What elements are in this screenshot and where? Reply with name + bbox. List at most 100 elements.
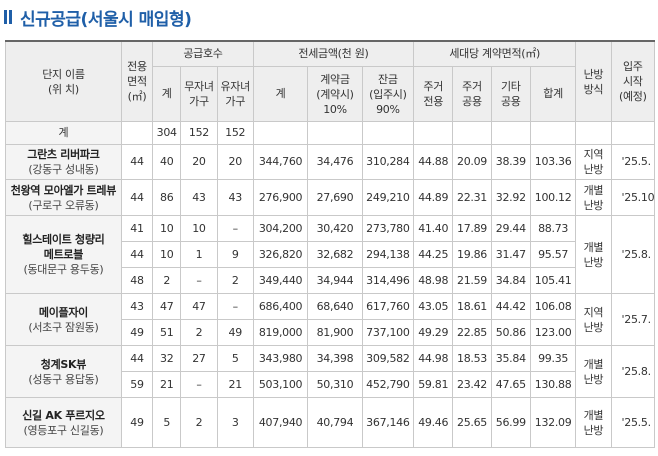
- units-cell: 10: [152, 241, 182, 268]
- heating-cell: 개별 난방: [575, 215, 612, 294]
- sum-cell: 95.57: [529, 241, 577, 268]
- contract-cell: 32,682: [307, 241, 363, 268]
- sum-cell: 106.08: [529, 293, 577, 320]
- dedicated-cell: 43.05: [413, 293, 454, 320]
- common-cell: 19.86: [452, 241, 492, 268]
- with-child-cell: 2: [216, 267, 254, 294]
- dedicated-cell: 49.29: [413, 319, 454, 346]
- deposit-cell: 503,100: [252, 371, 309, 398]
- area-cell: 49: [120, 397, 154, 448]
- total-with-child: 152: [216, 121, 254, 145]
- complex-name-cell: 그란츠 리버파크 (강동구 성내동): [5, 144, 122, 180]
- common-cell: 18.61: [452, 293, 492, 320]
- header-row-2: 계 무자녀 가구 유자녀 가구 계 계약금 (계약시) 10% 잔금 (입주시)…: [6, 66, 655, 122]
- other-cell: 29.44: [490, 215, 531, 242]
- area-cell: 44: [120, 345, 154, 372]
- other-cell: 47.65: [490, 371, 531, 398]
- table-row: 천왕역 모아엘가 트레뷰 (구로구 오류동) 44 86 43 43 276,9…: [5, 179, 656, 216]
- table-row: 신길 AK 푸르지오 (영등포구 신길동) 49 5 2 3 407,940 4…: [5, 397, 656, 448]
- move-in-cell: '25.8.: [610, 215, 656, 294]
- col-group-deposit: 전세금액(천 원): [252, 40, 415, 67]
- area-cell: 41: [120, 215, 154, 242]
- deposit-cell: 276,900: [252, 179, 309, 216]
- total-label: 계: [5, 121, 122, 145]
- move-in-cell: '25.5.: [610, 144, 656, 180]
- with-child-cell: 43: [216, 179, 254, 216]
- units-cell: 32: [152, 345, 182, 372]
- complex-name: 그란츠 리버파크: [27, 148, 100, 161]
- common-cell: 21.59: [452, 267, 492, 294]
- dedicated-cell: 44.25: [413, 241, 454, 268]
- childless-cell: 20: [180, 144, 218, 180]
- area-cell: 48: [120, 267, 154, 294]
- units-cell: 10: [152, 215, 182, 242]
- contract-cell: 81,900: [307, 319, 363, 346]
- sum-cell: 123.00: [529, 319, 577, 346]
- units-cell: 21: [152, 371, 182, 398]
- table-cell: [490, 121, 531, 145]
- complex-name: 힐스테이트 청량리: [22, 233, 105, 246]
- childless-cell: 2: [180, 319, 218, 346]
- contract-cell: 30,420: [307, 215, 363, 242]
- dedicated-cell: 44.89: [413, 179, 454, 216]
- move-in-cell: '25.8.: [610, 345, 656, 398]
- sum-cell: 103.36: [529, 144, 577, 180]
- complex-name: 천왕역 모아엘가 트레뷰: [10, 183, 117, 197]
- col-contract-payment: 계약금 (계약시) 10%: [307, 66, 363, 122]
- header-row-1: 단지 이름 (위 치) 전용 면적 (㎡) 공급호수 전세금액(천 원) 세대당…: [5, 40, 656, 122]
- table-cell: [610, 121, 656, 145]
- section-title-row: 신규공급(서울시 매입형): [4, 4, 192, 30]
- units-cell: 51: [152, 319, 182, 346]
- complex-name: 메이플자이: [38, 305, 88, 319]
- deposit-cell: 349,440: [252, 267, 309, 294]
- sum-cell: 130.88: [529, 371, 577, 398]
- deposit-cell: 686,400: [252, 293, 309, 320]
- area-cell: 59: [120, 371, 154, 398]
- area-cell: 44: [120, 179, 154, 216]
- complex-name-cell: 천왕역 모아엘가 트레뷰 (구로구 오류동): [5, 179, 122, 216]
- dedicated-cell: 41.40: [413, 215, 454, 242]
- contract-cell: 27,690: [307, 179, 363, 216]
- childless-cell: 10: [180, 215, 218, 242]
- complex-name-cell: 메이플자이 (서초구 잠원동): [5, 293, 122, 346]
- area-cell: 44: [120, 241, 154, 268]
- common-cell: 23.42: [452, 371, 492, 398]
- col-dedicated-area: 주거 전용: [413, 66, 454, 122]
- other-cell: 34.84: [490, 267, 531, 294]
- childless-cell: 47: [180, 293, 218, 320]
- complex-location: (서초구 잠원동): [28, 320, 99, 334]
- complex-location: (성동구 용답동): [28, 372, 99, 386]
- other-cell: 38.39: [490, 144, 531, 180]
- with-child-cell: 5: [216, 345, 254, 372]
- units-cell: 2: [152, 267, 182, 294]
- balance-cell: 294,138: [361, 241, 415, 268]
- table-row: 48 2 – 2 349,440 34,944 314,496 48.98 21…: [6, 267, 655, 294]
- other-cell: 31.47: [490, 241, 531, 268]
- common-cell: 17.89: [452, 215, 492, 242]
- complex-location: (동대문구 용두동): [23, 263, 104, 276]
- area-cell: 43: [120, 293, 154, 320]
- deposit-cell: 304,200: [252, 215, 309, 242]
- dedicated-cell: 44.88: [413, 144, 454, 180]
- dedicated-cell: 49.46: [413, 397, 454, 448]
- total-row: 계 304 152 152: [5, 121, 656, 145]
- units-cell: 5: [152, 397, 182, 448]
- other-cell: 50.86: [490, 319, 531, 346]
- table-row: 그란츠 리버파크 (강동구 성내동) 44 40 20 20 344,760 3…: [5, 144, 656, 180]
- with-child-cell: 49: [216, 319, 254, 346]
- col-common-area: 주거 공용: [452, 66, 492, 122]
- deposit-cell: 407,940: [252, 397, 309, 448]
- complex-name-cell: 신길 AK 푸르지오 (영등포구 신길동): [5, 397, 122, 448]
- deposit-cell: 343,980: [252, 345, 309, 372]
- col-group-contract-area: 세대당 계약면적(㎡): [413, 40, 577, 67]
- deposit-cell: 344,760: [252, 144, 309, 180]
- sum-cell: 88.73: [529, 215, 577, 242]
- col-childless: 무자녀 가구: [180, 66, 218, 122]
- dedicated-cell: 44.98: [413, 345, 454, 372]
- table-cell: [307, 121, 363, 145]
- heating-cell: 지역 난방: [575, 293, 612, 346]
- heating-cell: 지역 난방: [575, 144, 612, 180]
- heating-cell: 개별 난방: [575, 345, 612, 398]
- contract-cell: 40,794: [307, 397, 363, 448]
- table-body: 계 304 152 152 그란츠 리버파크 (강동구 성내동) 44 40 2…: [5, 121, 656, 448]
